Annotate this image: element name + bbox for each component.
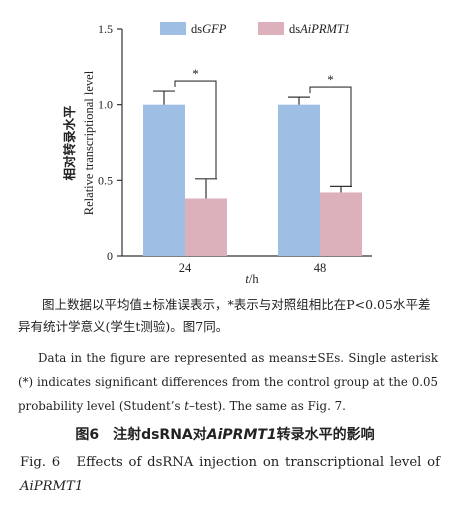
y-axis-title-en: Relative transcriptional level: [82, 70, 96, 215]
y-tick-label: 0.5: [98, 173, 113, 187]
chinese-figure-title: 图6 注射dsRNA对AiPRMT1转录水平的影响: [0, 424, 450, 444]
x-axis-title-unit: /h: [249, 272, 259, 286]
bar-chart: 0 0.5 1.0 1.5 相对转录水平 Relative transcriptional…: [62, 22, 372, 286]
english-title-gene: AiPRMT1: [20, 479, 84, 494]
bar: [143, 104, 185, 257]
x-tick-label: 24: [179, 261, 192, 275]
chinese-title-part2: 转录水平的影响: [276, 427, 375, 443]
chinese-title-gene: AiPRMT1: [206, 427, 277, 443]
bar: [278, 104, 320, 257]
english-footnote-part2: –test). The same as Fig. 7.: [189, 399, 346, 413]
legend-label-gene: GFP: [202, 22, 227, 36]
english-footnote: Data in the figure are represented as me…: [18, 346, 438, 418]
significance-asterisk: *: [192, 66, 199, 81]
y-tick-label: 1.5: [98, 22, 113, 36]
x-axis-title: t/h: [245, 272, 259, 286]
significance-bracket: [174, 80, 217, 179]
legend-label-prefix: ds: [191, 22, 202, 36]
significance-bracket: [309, 86, 352, 187]
legend-label-gene: AiPRMT1: [299, 22, 350, 36]
legend-label: dsAiPRMT1: [289, 22, 350, 36]
bar: [320, 192, 362, 256]
english-figure-title: Fig. 6 Effects of dsRNA injection on tra…: [20, 451, 440, 499]
x-axis-title-t: t: [245, 272, 249, 286]
bar: [185, 198, 227, 256]
chinese-title-part1: 图6 注射dsRNA对: [75, 427, 207, 443]
legend-swatch: [258, 22, 284, 35]
english-title-part1: Fig. 6 Effects of dsRNA injection on tra…: [20, 455, 440, 470]
english-footnote-t: t: [184, 399, 190, 413]
legend-swatch: [160, 22, 186, 35]
y-axis-title-zh: 相对转录水平: [62, 105, 77, 181]
y-tick-label: 1.0: [98, 98, 113, 112]
english-footnote-part1: Data in the figure are represented as me…: [18, 351, 438, 413]
legend-label-prefix: ds: [289, 22, 300, 36]
legend-label: dsGFP: [191, 22, 227, 36]
y-tick-label: 0: [107, 249, 113, 263]
x-tick-label: 48: [314, 261, 327, 275]
significance-asterisk: *: [327, 72, 334, 87]
chinese-footnote: 图上数据以平均值±标准误表示，*表示与对照组相比在P<0.05水平差异有统计学意…: [18, 297, 431, 334]
